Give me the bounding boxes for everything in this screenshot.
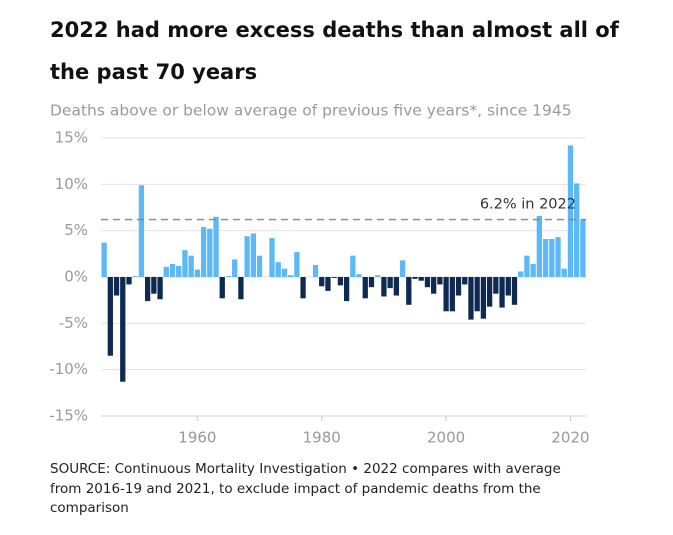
bar bbox=[238, 277, 244, 300]
bar bbox=[356, 274, 362, 277]
bar bbox=[207, 228, 213, 277]
source: SOURCE: Continuous Mortality Investigati… bbox=[50, 461, 561, 477]
bar bbox=[325, 277, 331, 291]
bar bbox=[219, 277, 225, 299]
bar bbox=[449, 277, 455, 312]
x-tick-label: 1980 bbox=[303, 429, 341, 447]
bar bbox=[524, 255, 530, 277]
bar bbox=[337, 277, 344, 286]
bar bbox=[101, 242, 107, 277]
bar bbox=[406, 277, 412, 305]
bar bbox=[126, 277, 132, 285]
bar bbox=[412, 277, 418, 279]
bar bbox=[144, 277, 151, 302]
bar bbox=[468, 277, 474, 320]
y-tick-label: 15% bbox=[55, 129, 88, 147]
bar bbox=[505, 277, 511, 296]
bar bbox=[387, 277, 393, 289]
bar bbox=[375, 275, 381, 277]
bar bbox=[567, 145, 574, 277]
bar bbox=[256, 255, 263, 277]
y-tick-label: 5% bbox=[64, 221, 88, 239]
bar bbox=[176, 265, 182, 277]
subtitle: Deaths above or below average of previou… bbox=[50, 102, 572, 120]
bar bbox=[555, 237, 561, 277]
bar bbox=[580, 219, 586, 277]
bar bbox=[399, 260, 406, 277]
bar bbox=[169, 264, 176, 277]
chart-title: the past 70 years bbox=[50, 60, 257, 84]
bar bbox=[300, 277, 306, 299]
y-tick-label: -15% bbox=[49, 407, 88, 425]
bar bbox=[499, 277, 505, 308]
annotation: 6.2% in 2022 bbox=[480, 197, 576, 213]
bar bbox=[132, 276, 138, 277]
bar bbox=[213, 216, 219, 277]
bar bbox=[518, 271, 524, 277]
y-tick-label: 10% bbox=[55, 175, 88, 193]
bar bbox=[138, 185, 145, 277]
bar bbox=[194, 269, 201, 277]
bar bbox=[542, 239, 549, 277]
bar bbox=[424, 277, 431, 288]
bar bbox=[151, 277, 157, 294]
bar bbox=[269, 238, 275, 277]
bar bbox=[288, 275, 294, 277]
bar bbox=[319, 277, 325, 287]
bar bbox=[455, 277, 462, 296]
y-tick-label: -5% bbox=[59, 314, 88, 332]
y-tick-label: 0% bbox=[64, 268, 88, 286]
bar bbox=[232, 259, 238, 277]
bar bbox=[530, 264, 536, 277]
bar bbox=[281, 268, 288, 277]
bar bbox=[275, 262, 281, 277]
bar bbox=[368, 277, 375, 288]
bar bbox=[225, 276, 232, 277]
bar bbox=[182, 250, 188, 277]
chart-title: 2022 had more excess deaths than almost … bbox=[50, 18, 620, 42]
bar bbox=[418, 277, 424, 281]
bar bbox=[493, 277, 499, 294]
bar bbox=[443, 277, 449, 312]
bar bbox=[511, 277, 518, 305]
bar bbox=[574, 183, 580, 277]
bar bbox=[294, 251, 300, 277]
bar bbox=[331, 277, 337, 278]
bar bbox=[157, 277, 163, 300]
bar bbox=[480, 277, 487, 319]
bar bbox=[188, 255, 194, 277]
source: comparison bbox=[50, 500, 129, 516]
bar bbox=[486, 277, 493, 307]
bar bbox=[362, 277, 368, 299]
bar bbox=[393, 277, 399, 296]
x-tick-label: 2020 bbox=[551, 429, 589, 447]
bar bbox=[549, 239, 555, 277]
bar bbox=[244, 236, 250, 277]
bar bbox=[536, 215, 543, 277]
bar bbox=[431, 277, 437, 294]
bar bbox=[474, 277, 480, 312]
bar bbox=[107, 277, 113, 356]
x-tick-label: 1960 bbox=[178, 429, 216, 447]
bar bbox=[350, 255, 356, 277]
bar bbox=[200, 226, 207, 277]
source: from 2016-19 and 2021, to exclude impact… bbox=[50, 481, 541, 497]
bar bbox=[120, 277, 126, 382]
bar bbox=[163, 266, 169, 277]
bar bbox=[437, 277, 443, 285]
bar bbox=[343, 277, 350, 302]
bar bbox=[462, 277, 468, 285]
x-tick-label: 2000 bbox=[427, 429, 465, 447]
bar bbox=[561, 268, 567, 277]
bar bbox=[113, 277, 120, 296]
bar bbox=[381, 277, 387, 297]
y-tick-label: -10% bbox=[49, 360, 88, 378]
bar bbox=[250, 233, 256, 277]
bar bbox=[312, 264, 319, 277]
